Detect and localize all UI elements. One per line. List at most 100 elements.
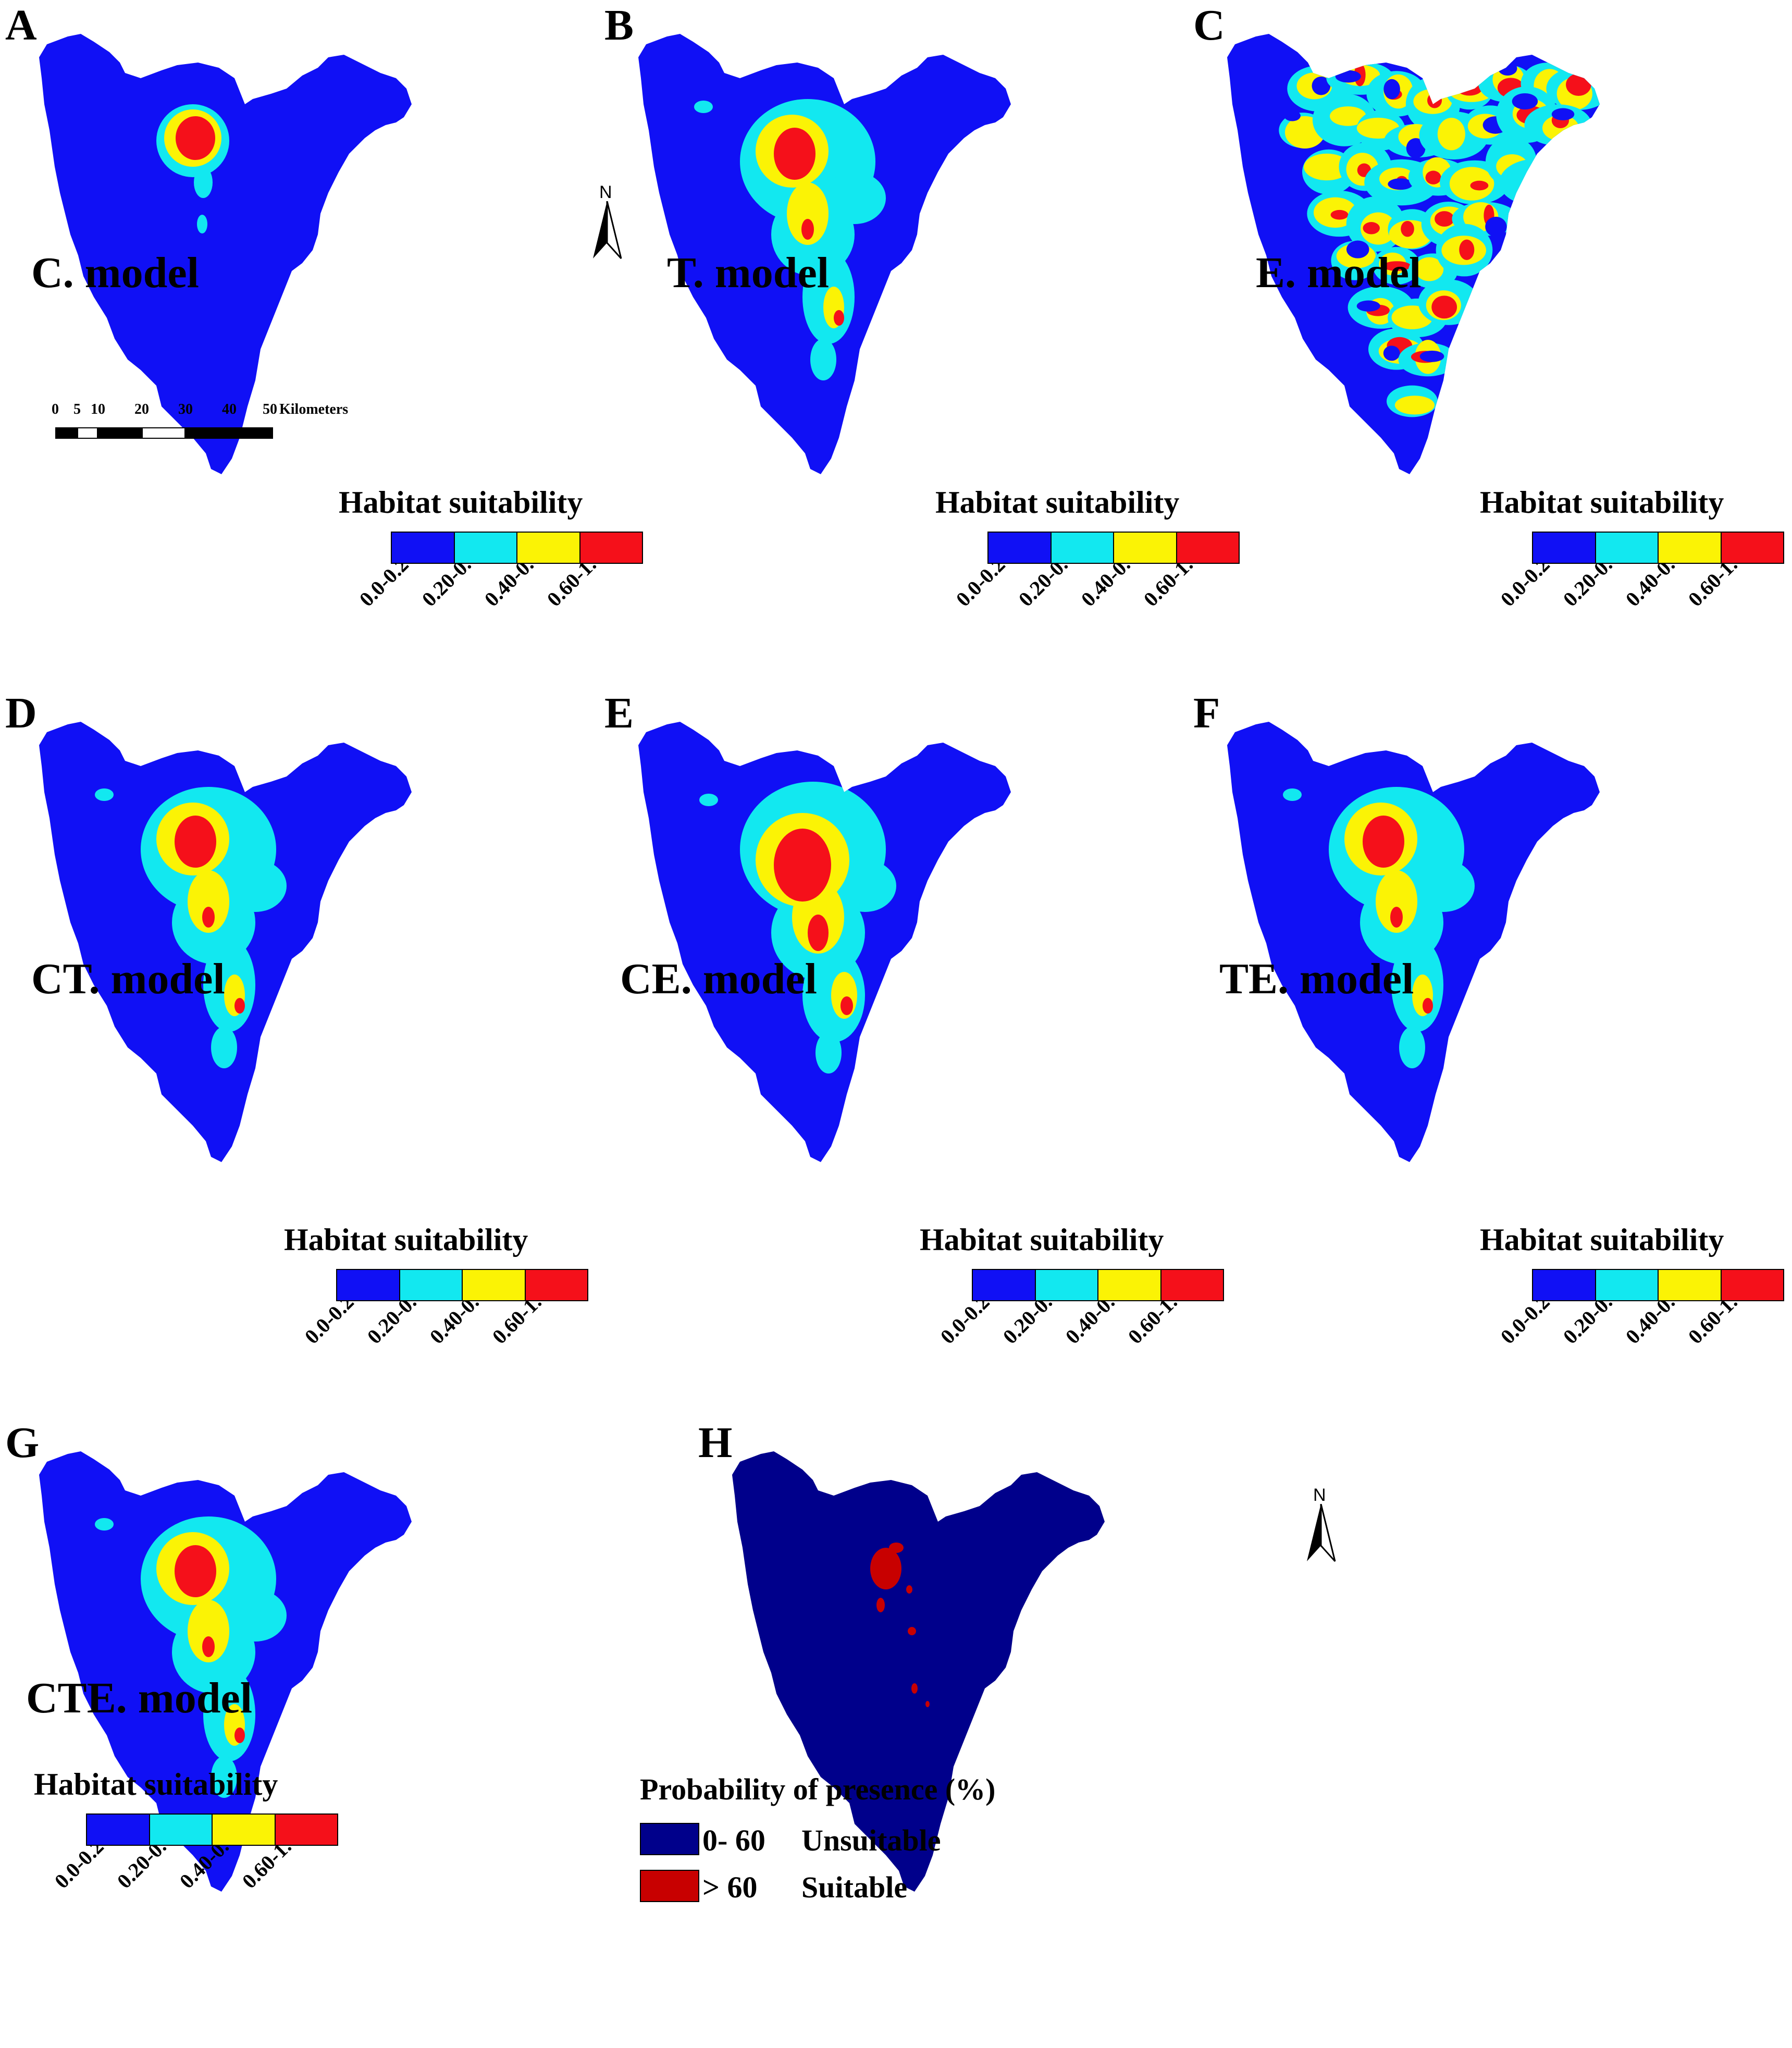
legend-swatch bbox=[580, 533, 642, 563]
legend-swatch bbox=[973, 1270, 1036, 1300]
panel-letter: C bbox=[1193, 1, 1225, 50]
legend-swatch bbox=[525, 1270, 587, 1300]
panel-letter: E bbox=[604, 689, 634, 737]
legend-swatch bbox=[454, 533, 517, 563]
legend-color-bar bbox=[391, 532, 643, 564]
legend-title: Habitat suitability bbox=[34, 1767, 278, 1802]
habitat-legend: Habitat suitability 0.0-0.20 0.20-0.40 0.40… bbox=[339, 485, 643, 651]
panel-letter: D bbox=[5, 689, 37, 737]
legend-swatch bbox=[1721, 1270, 1783, 1300]
habitat-legend: Habitat suitability 0.0-0.20 0.20-0.40 0.40… bbox=[284, 1222, 588, 1389]
scale-tick: 20 bbox=[134, 401, 149, 417]
legend-swatch bbox=[463, 1270, 526, 1300]
legend-swatch bbox=[1161, 1270, 1223, 1300]
legend-swatch bbox=[1721, 533, 1783, 563]
model-label: CE. model bbox=[620, 955, 817, 1003]
suitability-map bbox=[1227, 722, 1600, 1162]
north-letter: N bbox=[1313, 1485, 1326, 1505]
legend-swatch bbox=[400, 1270, 463, 1300]
model-label: E. model bbox=[1256, 249, 1422, 297]
legend-swatch bbox=[1659, 1270, 1722, 1300]
legend-swatch bbox=[1659, 533, 1722, 563]
model-label: CTE. model bbox=[26, 1674, 253, 1722]
legend-swatch bbox=[1035, 1270, 1098, 1300]
suitability-map bbox=[1227, 34, 1600, 474]
model-label: T. model bbox=[667, 249, 830, 297]
scale-tick: 5 bbox=[73, 401, 81, 417]
panel-b: B T. model bbox=[604, 1, 1198, 631]
habitat-legend: Habitat suitability 0.0-0.20 0.20-0.40 0.40… bbox=[1480, 485, 1784, 651]
north-letter: N bbox=[599, 182, 612, 202]
panel-d: D CT. model bbox=[5, 689, 599, 1318]
scale-bar: 0 5 10 20 30 40 50 Kilometers bbox=[52, 401, 348, 459]
model-label: C. model bbox=[31, 249, 199, 297]
legend-swatch bbox=[1177, 533, 1239, 563]
legend-swatch bbox=[392, 533, 455, 563]
panel-e: E CE. model bbox=[604, 689, 1198, 1318]
suitability-map bbox=[39, 722, 412, 1162]
habitat-legend: Habitat suitability 0.0-0.20 0.20-0.40 0.40… bbox=[34, 1767, 338, 1933]
legend-color-bar bbox=[987, 532, 1240, 564]
panel-f: F TE. model bbox=[1193, 689, 1787, 1318]
panel-letter: A bbox=[5, 1, 37, 50]
legend-color-bar bbox=[972, 1269, 1224, 1301]
suitability-map bbox=[39, 1451, 412, 1892]
legend-title: Habitat suitability bbox=[920, 1223, 1164, 1257]
suitability-map bbox=[638, 34, 1011, 474]
legend-swatch bbox=[87, 1815, 150, 1845]
panel-c: C E. model bbox=[1193, 1, 1787, 631]
legend-color-bar bbox=[1532, 1269, 1784, 1301]
legend-color-bar bbox=[1532, 532, 1784, 564]
legend-swatch bbox=[1596, 1270, 1659, 1300]
model-label: TE. model bbox=[1219, 955, 1414, 1003]
legend-swatch bbox=[517, 533, 580, 563]
scale-unit: Kilometers bbox=[279, 401, 349, 417]
legend-title: Habitat suitability bbox=[339, 485, 583, 520]
panel-letter: F bbox=[1193, 689, 1220, 737]
scale-tick: 0 bbox=[52, 401, 59, 417]
suitability-map bbox=[638, 722, 1011, 1162]
model-label: CT. model bbox=[31, 955, 225, 1003]
habitat-legend: Habitat suitability 0.0-0.20 0.20-0.40 0.40… bbox=[935, 485, 1240, 651]
presence-label: Unsuitable bbox=[801, 1823, 941, 1857]
presence-legend: Probability of presence (%) 0- 60 Unsuit… bbox=[640, 1772, 1109, 1939]
scale-tick: 40 bbox=[222, 401, 237, 417]
panel-letter: B bbox=[604, 1, 634, 50]
north-arrow-icon: N bbox=[1303, 1485, 1339, 1562]
legend-title: Habitat suitability bbox=[284, 1223, 528, 1257]
legend-swatch bbox=[988, 533, 1052, 563]
legend-swatch bbox=[213, 1815, 276, 1845]
presence-legend-title: Probability of presence (%) bbox=[640, 1772, 996, 1806]
legend-swatch bbox=[150, 1815, 213, 1845]
legend-title: Habitat suitability bbox=[935, 485, 1180, 520]
legend-swatch bbox=[1596, 533, 1659, 563]
scale-tick: 10 bbox=[91, 401, 105, 417]
presence-swatch bbox=[640, 1823, 699, 1855]
legend-swatch bbox=[1533, 533, 1596, 563]
legend-color-bar bbox=[86, 1813, 338, 1846]
legend-swatch bbox=[337, 1270, 400, 1300]
panel-h: H N bbox=[698, 1418, 1336, 2048]
legend-title: Habitat suitability bbox=[1480, 485, 1724, 520]
habitat-legend: Habitat suitability 0.0-0.20 0.20-0.40 0.40… bbox=[920, 1222, 1224, 1389]
panel-letter: G bbox=[5, 1418, 40, 1467]
presence-range: 0- 60 bbox=[702, 1823, 765, 1857]
north-arrow-icon: N bbox=[589, 182, 625, 260]
legend-swatch bbox=[1114, 533, 1177, 563]
presence-label: Suitable bbox=[801, 1870, 908, 1904]
legend-swatch bbox=[1098, 1270, 1161, 1300]
presence-map bbox=[732, 1451, 1105, 1892]
panel-letter: H bbox=[698, 1418, 733, 1467]
legend-swatch bbox=[1533, 1270, 1596, 1300]
suitability-map bbox=[39, 34, 412, 474]
legend-swatch bbox=[275, 1815, 337, 1845]
legend-swatch bbox=[1051, 533, 1114, 563]
scale-tick: 30 bbox=[178, 401, 193, 417]
presence-swatch bbox=[640, 1870, 699, 1902]
scale-tick: 50 bbox=[263, 401, 277, 417]
panel-g: G CTE. model bbox=[5, 1418, 599, 2048]
legend-color-bar bbox=[336, 1269, 588, 1301]
habitat-legend: Habitat suitability 0.0-0.20 0.20-0.40 0.40… bbox=[1480, 1222, 1784, 1389]
legend-title: Habitat suitability bbox=[1480, 1223, 1724, 1257]
presence-range: > 60 bbox=[702, 1870, 758, 1904]
